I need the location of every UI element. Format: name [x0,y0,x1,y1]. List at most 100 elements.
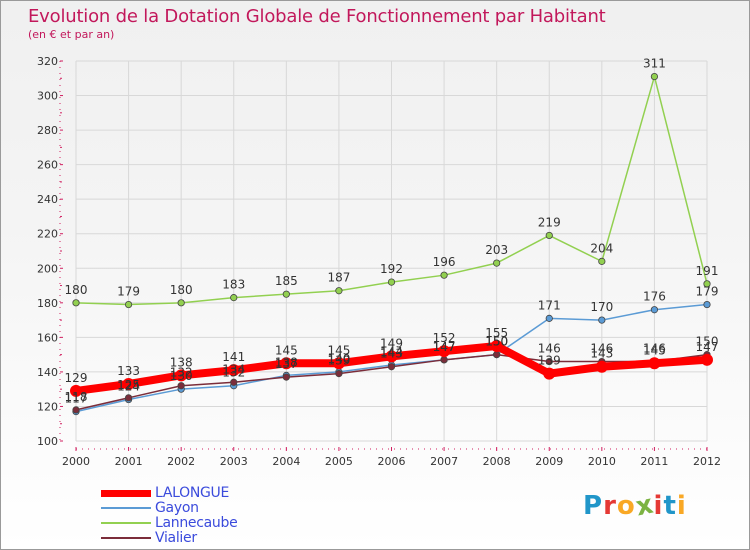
y-tick-label: 260 [37,159,58,172]
data-label: 146 [538,342,561,356]
y-tick-label: 180 [37,297,58,310]
data-label: 180 [65,283,88,297]
legend-label: LALONGUE [155,485,230,501]
y-tick-label: 140 [37,366,58,379]
logo-letter: t [663,491,677,521]
data-label: 146 [643,342,666,356]
data-point [282,290,290,298]
y-tick-label: 220 [37,228,58,241]
data-point [124,394,133,402]
data-label: 171 [538,298,561,312]
data-point [175,369,188,382]
data-label: 150 [696,335,719,349]
legend: LALONGUE Gayon Lannecaube Vialier [101,485,301,546]
proxiti-logo: Proxiti [583,489,687,522]
data-label: 146 [590,342,613,356]
logo-letter: i [653,491,664,521]
x-tick-label: 2010 [588,455,616,468]
data-label: 147 [433,340,456,354]
legend-item: Vialier [101,530,301,546]
data-label: 134 [222,362,245,376]
data-label: 132 [222,366,245,380]
legend-swatch [101,537,151,539]
data-label: 170 [590,300,613,314]
data-label: 203 [485,243,508,257]
data-point [650,306,659,314]
data-point [332,357,345,370]
data-point [545,314,553,322]
data-label: 118 [65,390,88,404]
data-point [648,357,661,370]
y-tick-label: 100 [37,435,58,448]
data-label: 149 [380,336,403,350]
y-tick-label: 160 [37,331,58,344]
data-label: 150 [485,335,508,349]
data-point [280,357,293,370]
legend-swatch [101,490,151,497]
data-point [385,350,398,363]
data-point [703,300,711,309]
data-point [335,370,343,378]
data-point [70,384,82,397]
data-label: 147 [696,340,719,354]
data-label: 219 [538,215,561,229]
data-point [438,345,451,358]
legend-label: Lannecaube [155,515,238,531]
legend-item: Gayon [101,500,301,516]
data-label: 138 [170,355,193,369]
data-label: 152 [433,331,456,345]
x-tick-label: 2008 [483,455,511,468]
data-label: 124 [117,380,140,394]
x-tick-label: 2007 [430,455,458,468]
data-label: 130 [170,369,193,383]
data-point [440,271,448,279]
data-point [282,373,290,381]
data-point [387,278,396,286]
x-tick-label: 2004 [272,455,300,468]
data-point [598,257,606,265]
x-tick-label: 2011 [640,455,668,468]
data-label: 179 [117,285,140,299]
data-point [387,363,396,371]
data-point [124,300,133,309]
logo-letter: o [616,491,636,521]
data-point [545,231,553,240]
legend-item: Lannecaube [101,515,301,531]
data-label: 132 [170,366,193,380]
data-point [440,356,448,364]
x-tick-label: 2012 [693,455,721,468]
logo-letter: i [676,491,687,521]
data-point [595,360,608,373]
data-point [493,259,501,267]
data-label: 144 [380,345,403,359]
logo-letter: r [603,491,617,521]
legend-item: LALONGUE [101,485,301,501]
y-tick-label: 240 [37,193,58,206]
data-point [72,299,80,307]
data-label: 137 [275,357,298,371]
y-tick-label: 320 [37,55,58,68]
data-label: 125 [117,378,140,392]
data-label: 117 [65,392,88,406]
data-label: 192 [380,262,403,276]
data-point [177,299,185,307]
chart-title: Evolution de la Dotation Globale de Fonc… [28,6,606,27]
x-tick-label: 2003 [220,455,248,468]
y-tick-label: 300 [37,90,58,103]
data-label: 145 [327,343,350,357]
data-point [493,351,501,359]
data-point [543,367,556,380]
x-tick-label: 2001 [115,455,143,468]
data-label: 176 [643,290,666,304]
legend-swatch [101,507,151,509]
data-label: 183 [222,278,245,292]
data-label: 143 [590,347,613,361]
data-point [335,287,343,295]
data-label: 179 [696,285,719,299]
data-point [701,353,713,366]
data-point [177,382,185,390]
data-label: 139 [538,354,561,368]
x-tick-label: 2006 [378,455,406,468]
